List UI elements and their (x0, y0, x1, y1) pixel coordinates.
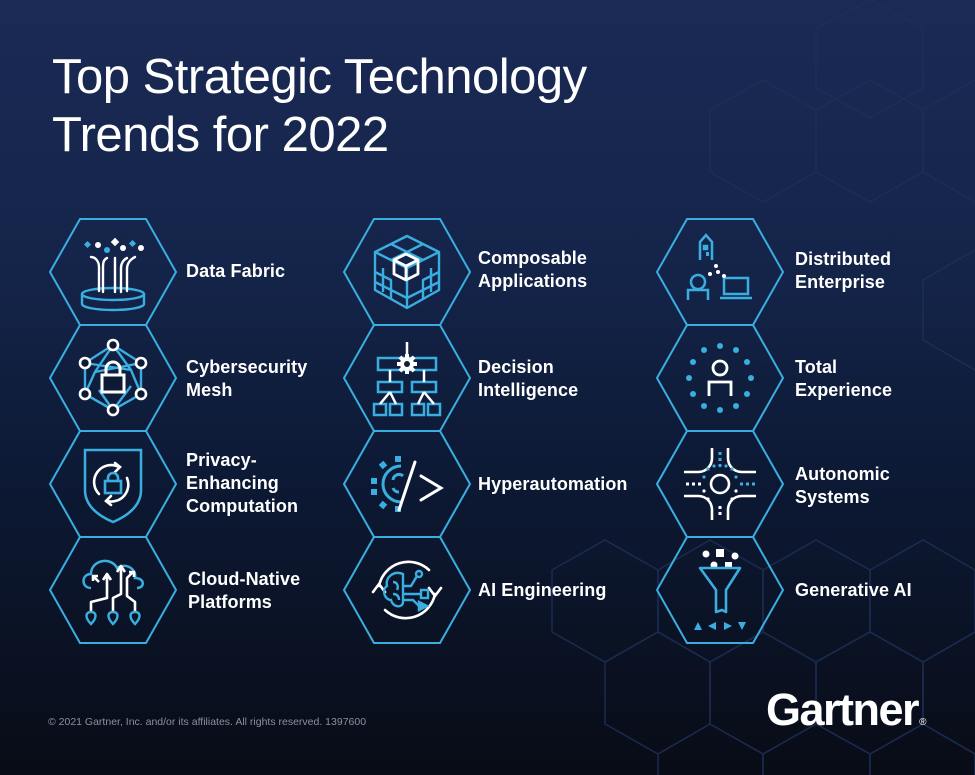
trend-label-line: Decision (478, 357, 554, 377)
trend-label-line: AI Engineering (478, 580, 607, 600)
trend-label-cybersecurity-mesh: Cybersecurity Mesh (186, 356, 307, 402)
trend-label-total-experience: Total Experience (795, 356, 892, 402)
trend-label-data-fabric: Data Fabric (186, 260, 285, 283)
trend-label-distributed-enterprise: Distributed Enterprise (795, 248, 891, 294)
trend-label-line: Enhancing (186, 473, 279, 493)
trend-label-generative-ai: Generative AI (795, 579, 912, 602)
trend-label-ai-engineering: AI Engineering (478, 579, 606, 602)
trend-label-line: Intelligence (478, 380, 579, 400)
logo-text: Gartner (766, 684, 920, 735)
registered-mark: ® (919, 717, 927, 728)
page-title: Top Strategic Technology Trends for 2022 (52, 48, 587, 164)
trend-label-line: Experience (795, 380, 893, 400)
trend-label-line: Generative AI (795, 580, 912, 600)
trend-label-cloud-native-platforms: Cloud-Native Platforms (188, 568, 300, 614)
trend-label-line: Hyperautomation (478, 474, 628, 494)
trend-label-line: Data Fabric (186, 261, 286, 281)
trend-label-line: Cloud-Native (188, 569, 301, 589)
trend-label-line: Distributed (795, 249, 892, 269)
trend-label-autonomic-systems: Autonomic Systems (795, 463, 890, 509)
trend-label-line: Privacy- (186, 450, 257, 470)
trend-label-privacy-enhancing-computation: Privacy- Enhancing Computation (186, 449, 298, 518)
trend-label-line: Cybersecurity (186, 357, 308, 377)
title-line-1: Top Strategic Technology (52, 50, 587, 104)
trend-label-hyperautomation: Hyperautomation (478, 473, 628, 496)
trend-label-line: Autonomic (795, 464, 890, 484)
trend-label-line: Systems (795, 487, 870, 507)
trend-label-decision-intelligence: Decision Intelligence (478, 356, 578, 402)
trend-label-line: Platforms (188, 592, 272, 612)
trend-label-line: Mesh (186, 380, 233, 400)
title-line-2: Trends for 2022 (52, 108, 389, 162)
trend-label-line: Applications (478, 271, 588, 291)
trend-label-line: Enterprise (795, 272, 886, 292)
trend-label-line: Computation (186, 496, 299, 516)
copyright-notice: © 2021 Gartner, Inc. and/or its affiliat… (48, 716, 367, 728)
trend-label-composable-applications: Composable Applications (478, 247, 587, 293)
trend-label-line: Total (795, 357, 838, 377)
trend-label-line: Composable (478, 248, 588, 268)
gartner-logo: Gartner® (766, 684, 926, 736)
